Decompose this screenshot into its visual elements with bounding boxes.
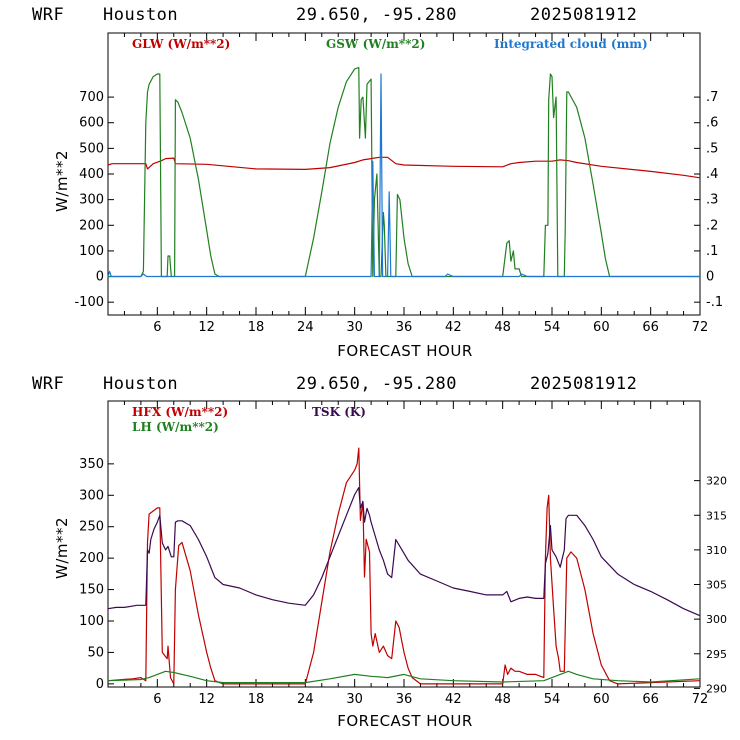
panel1-x-axis-label: FORECAST HOUR xyxy=(337,342,473,360)
panel2-legend-hfx: HFX (W/m**2) xyxy=(132,405,228,419)
panel2-y-tick-label: 350 xyxy=(79,457,104,472)
panel1-init-label: 2025081912 xyxy=(530,5,637,25)
panel2-y-tick-label: 300 xyxy=(79,488,104,503)
panel1-site-label: Houston xyxy=(103,5,178,25)
panel1-x-tick-label: 48 xyxy=(494,320,511,335)
panel1-y2-tick-label: -.1 xyxy=(706,295,723,310)
panel1-x-tick-label: 6 xyxy=(153,320,161,335)
panel2-y2-tick-label: 310 xyxy=(706,544,727,557)
panel1-y-tick-label: 100 xyxy=(79,244,104,259)
panel1-y-tick-label: 400 xyxy=(79,167,104,182)
panel2-coords-label: 29.650, -95.280 xyxy=(296,374,457,394)
panel1-y2-tick-label: .2 xyxy=(706,218,718,233)
panel1-x-tick-label: 42 xyxy=(445,320,462,335)
panel1-y2-tick-label: .6 xyxy=(706,116,718,131)
panel2-legend-lh: LH (W/m**2) xyxy=(132,420,219,434)
panel2-legend-tsk: TSK (K) xyxy=(312,405,366,419)
panel1-y-tick-label: 600 xyxy=(79,116,104,131)
panel1-x-tick-label: 66 xyxy=(642,320,659,335)
panel1-y-tick-label: 300 xyxy=(79,193,104,208)
panel2-series-line-2 xyxy=(107,670,701,684)
panel1-model-label: WRF xyxy=(32,5,64,25)
panel2-y2-tick-label: 320 xyxy=(706,475,727,488)
panel1-legend-gsw: GSW (W/m**2) xyxy=(326,37,425,51)
panel2-x-tick-label: 48 xyxy=(494,692,511,707)
panel1-y2-tick-label: .1 xyxy=(706,244,718,259)
panel1-coords-label: 29.650, -95.280 xyxy=(296,5,457,25)
panel2-y-tick-label: 50 xyxy=(87,645,104,660)
panel1-legend-cloud: Integrated cloud (mm) xyxy=(494,37,648,51)
panel1-y2-tick-label: 0 xyxy=(706,270,714,285)
panel2-x-tick-label: 24 xyxy=(297,692,314,707)
panel2-series-line-1 xyxy=(107,447,701,685)
panel2-x-tick-label: 36 xyxy=(396,692,413,707)
panel2-y-tick-label: 150 xyxy=(79,583,104,598)
panel2-x-tick-label: 66 xyxy=(642,692,659,707)
panel2-series-line-3 xyxy=(107,487,701,617)
panel1-x-tick-label: 12 xyxy=(198,320,215,335)
panel1-y-axis-label: W/m**2 xyxy=(53,150,71,212)
panel1-series-line-1 xyxy=(107,156,701,179)
panel2-x-axis-label: FORECAST HOUR xyxy=(337,712,473,730)
panel1-x-tick-label: 18 xyxy=(248,320,265,335)
panel1-x-tick-label: 54 xyxy=(544,320,561,335)
panel2-x-tick-label: 54 xyxy=(544,692,561,707)
panel1-y-tick-label: 700 xyxy=(79,90,104,105)
panel2-y-tick-label: 0 xyxy=(96,677,104,692)
panel2-y-axis-label: W/m**2 xyxy=(53,517,71,579)
panel1-y2-tick-label: .3 xyxy=(706,193,718,208)
panel2-y2-tick-label: 295 xyxy=(706,648,727,661)
panel1-y-tick-label: -100 xyxy=(74,295,104,310)
panel2-x-tick-label: 6 xyxy=(153,692,161,707)
panel1-y2-tick-label: .4 xyxy=(706,167,718,182)
panel1-y-tick-label: 500 xyxy=(79,141,104,156)
panel2-plot-frame xyxy=(107,400,701,688)
panel2-y-tick-label: 200 xyxy=(79,551,104,566)
panel1-x-tick-label: 24 xyxy=(297,320,314,335)
panel1-x-tick-label: 72 xyxy=(692,320,709,335)
panel1-series-line-2 xyxy=(108,67,700,278)
panel2-x-tick-label: 42 xyxy=(445,692,462,707)
panel2-y2-tick-label: 290 xyxy=(706,682,727,695)
panel2-y-tick-label: 100 xyxy=(79,614,104,629)
panel2-init-label: 2025081912 xyxy=(530,374,637,394)
panel2-x-tick-label: 72 xyxy=(692,692,709,707)
panel2-y-tick-label: 250 xyxy=(79,520,104,535)
panel1-x-tick-label: 60 xyxy=(593,320,610,335)
panel1-y2-tick-label: .5 xyxy=(706,141,718,156)
panel1-y-tick-label: 200 xyxy=(79,218,104,233)
panel1-y-tick-label: 0 xyxy=(96,270,104,285)
panel2-x-tick-label: 60 xyxy=(593,692,610,707)
panel2-y2-tick-label: 300 xyxy=(706,613,727,626)
panel1-series-line-3 xyxy=(107,73,700,278)
panel2-y2-tick-label: 305 xyxy=(706,579,727,592)
panel2-site-label: Houston xyxy=(103,374,178,394)
panel1-x-tick-label: 30 xyxy=(346,320,363,335)
panel2-y2-tick-label: 315 xyxy=(706,509,727,522)
panel1-y2-tick-label: .7 xyxy=(706,90,718,105)
panel1-x-tick-label: 36 xyxy=(396,320,413,335)
panel2-model-label: WRF xyxy=(32,374,64,394)
panel1-legend-glw: GLW (W/m**2) xyxy=(132,37,230,51)
panel2-x-tick-label: 30 xyxy=(346,692,363,707)
panel2-x-tick-label: 12 xyxy=(198,692,215,707)
panel2-x-tick-label: 18 xyxy=(248,692,265,707)
